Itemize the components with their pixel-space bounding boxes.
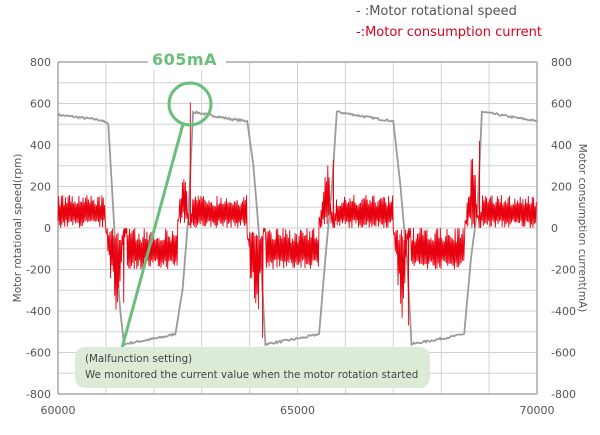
y2-tick-label: 800: [551, 56, 572, 69]
y-axis-right-ticks: 800 600 400 200 0 -200 -400 -600 -800: [551, 56, 576, 401]
legend-speed: - :Motor rotational speed: [356, 4, 517, 19]
legend-current: -:Motor consumption current: [356, 25, 542, 40]
y-axis-right-title: Motor consumption current(mA): [576, 144, 588, 312]
x-tick-label: 65000: [280, 404, 315, 417]
y-tick-label: 600: [30, 98, 51, 111]
y2-tick-label: -400: [551, 305, 576, 318]
annotation-note-body: We monitored the current value when the …: [85, 369, 419, 381]
y2-tick-label: 600: [551, 98, 572, 111]
annotation-leader-line: [120, 123, 185, 349]
y-axis-left-ticks: 800 600 400 200 0 -200 -400 -600 -800: [26, 56, 51, 401]
y2-tick-label: -200: [551, 264, 576, 277]
annotation-note-title: (Malfunction setting): [85, 353, 193, 365]
x-tick-label: 60000: [41, 404, 76, 417]
y2-tick-label: 400: [551, 139, 572, 152]
current-series-line: [57, 102, 537, 339]
y-tick-label: 0: [44, 222, 51, 235]
y-tick-label: 400: [30, 139, 51, 152]
y-tick-label: 200: [30, 181, 51, 194]
y2-tick-label: 200: [551, 181, 572, 194]
x-tick-label: 70000: [520, 404, 555, 417]
annotation-note: (Malfunction setting) We monitored the c…: [75, 347, 430, 388]
y-tick-label: -400: [26, 305, 51, 318]
peak-value-label: 605mA: [152, 50, 217, 69]
peak-highlight-circle: [167, 81, 213, 127]
y-tick-label: -800: [26, 388, 51, 401]
x-axis-ticks: 60000 65000 70000: [41, 404, 555, 417]
y-axis-left-title: Motor rotational speed(rpm): [12, 154, 24, 303]
y2-tick-label: -600: [551, 347, 576, 360]
y-tick-label: 800: [30, 56, 51, 69]
y2-tick-label: 0: [551, 222, 558, 235]
y-tick-label: -200: [26, 264, 51, 277]
plot-frame: [57, 61, 538, 395]
y2-tick-label: -800: [551, 388, 576, 401]
y-tick-label: -600: [26, 347, 51, 360]
peak-label-background: [148, 50, 226, 70]
speed-series-line: [57, 109, 538, 347]
